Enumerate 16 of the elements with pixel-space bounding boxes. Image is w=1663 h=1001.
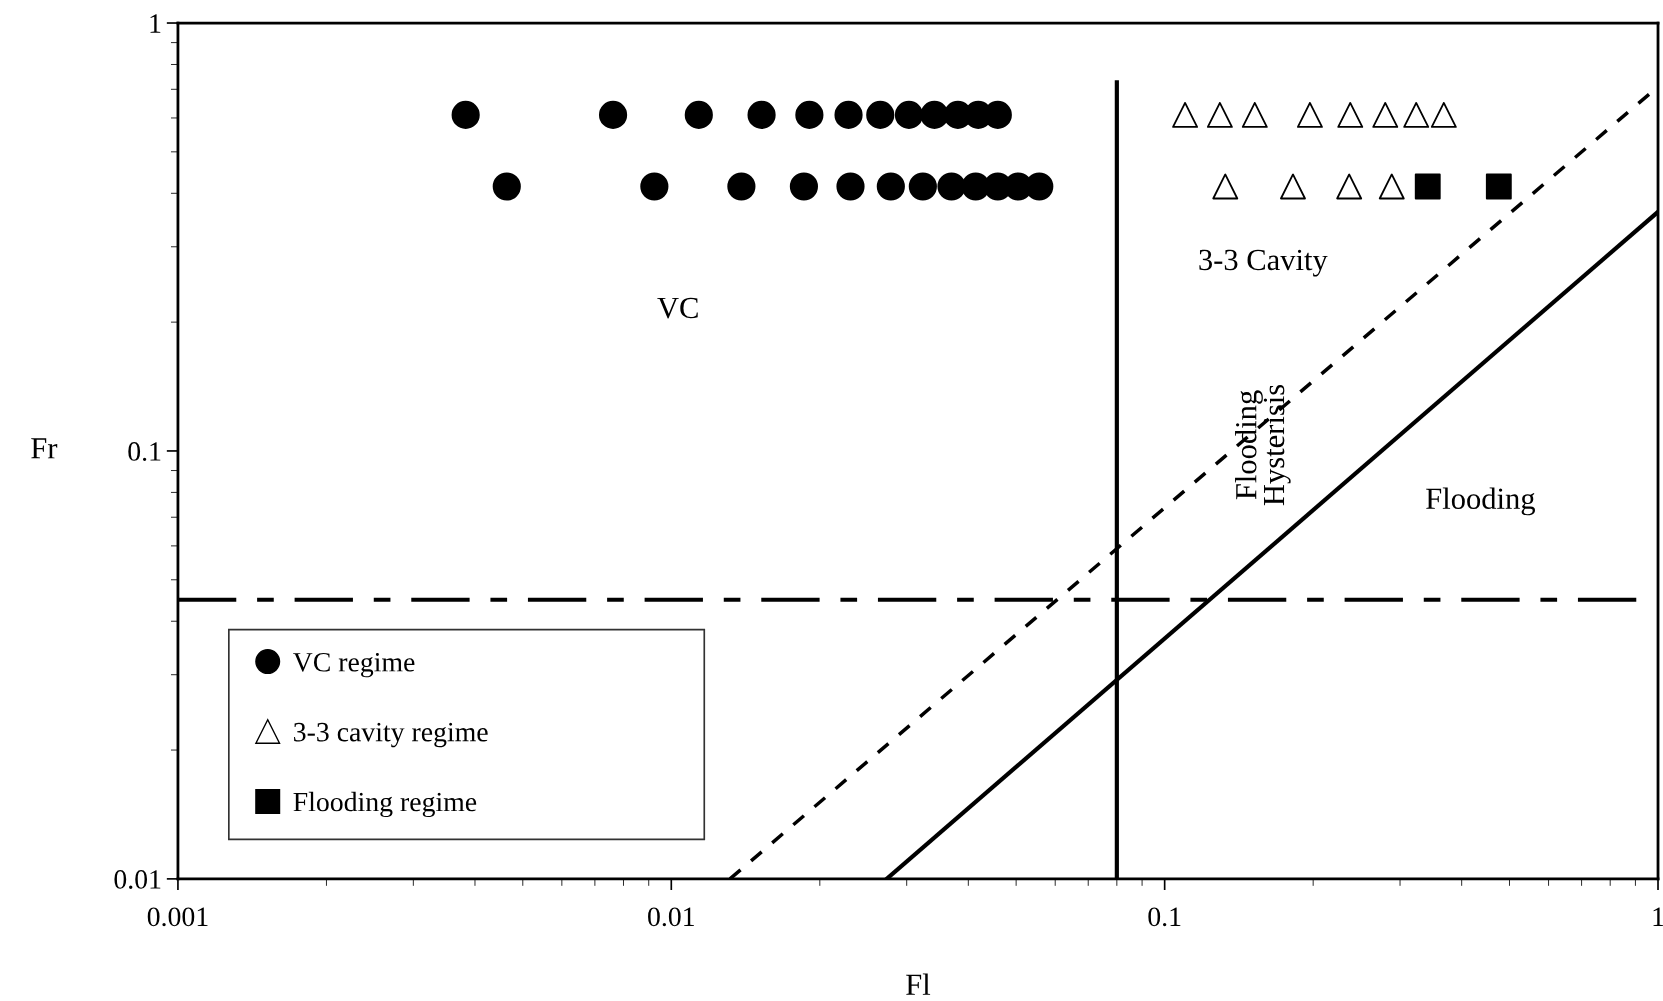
annotation: 3-3 Cavity [1199,249,1328,277]
y-tick-label: 0.1 [128,442,161,461]
annotation: VC [657,297,698,319]
x-tick-label: 0.01 [648,907,694,927]
y-tick-label: 1 [150,14,161,33]
annotation: Flooding Hysterisis [1235,384,1291,506]
y-axis-title: Fr [31,438,58,459]
x-tick-label: 0.1 [1148,907,1181,927]
x-tick-label: 0.001 [147,907,208,927]
annotation: Flooding [1426,487,1535,516]
y-tick-label: 0.01 [114,870,161,889]
x-axis-title: Fl [906,973,931,995]
legend-label: VC regime [293,652,415,678]
x-tick-label: 1 [1653,907,1663,926]
legend-label: 3-3 cavity regime [294,722,488,748]
legend-label: Flooding regime [293,791,477,818]
